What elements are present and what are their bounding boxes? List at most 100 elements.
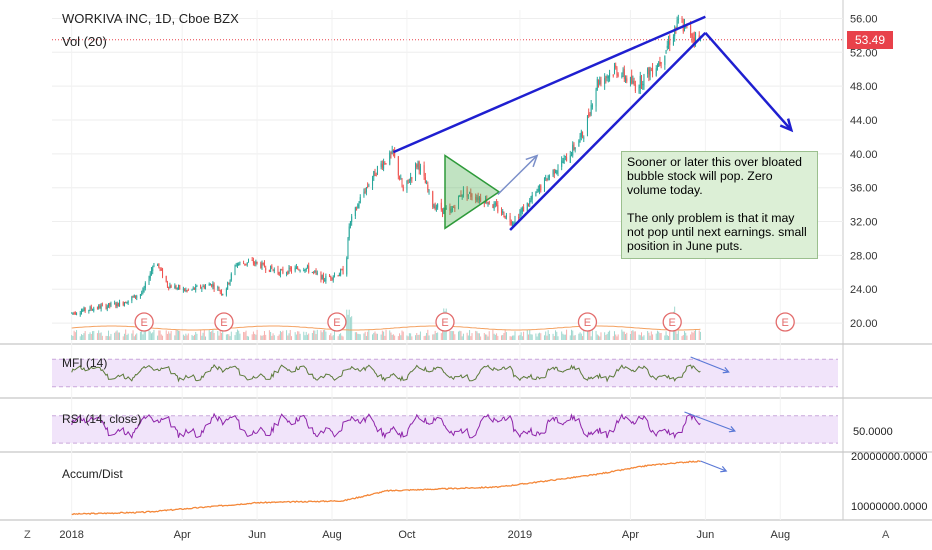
volume-bar: [545, 331, 547, 340]
volume-bar: [152, 332, 154, 340]
volume-bar: [540, 333, 542, 340]
candle-body: [440, 202, 442, 210]
candle-body: [384, 162, 386, 164]
candle-body: [125, 301, 127, 304]
volume-bar: [596, 334, 598, 340]
candle-body: [322, 274, 324, 281]
volume-bar: [392, 334, 394, 340]
volume-bar: [664, 335, 666, 340]
candle-body: [434, 205, 436, 210]
candle-body: [681, 17, 683, 23]
volume-bar: [179, 331, 181, 340]
volume-bar: [288, 333, 290, 340]
volume-bar: [428, 335, 430, 340]
candle-body: [494, 203, 496, 205]
volume-bar: [311, 332, 313, 340]
volume-bar: [660, 332, 662, 340]
candle-body: [359, 197, 361, 203]
candle-body: [286, 272, 288, 274]
volume-bar: [228, 334, 230, 340]
volume-bar: [372, 334, 374, 340]
volume-bar: [419, 331, 421, 340]
volume-bar: [682, 334, 684, 340]
volume-bar: [483, 332, 485, 340]
volume-bar: [590, 336, 592, 340]
candle-body: [150, 269, 152, 274]
volume-bar: [512, 335, 514, 340]
candle-body: [518, 216, 520, 219]
volume-bar: [623, 331, 625, 340]
candle-body: [133, 294, 135, 298]
projection-line: [704, 32, 793, 131]
volume-bar: [166, 333, 168, 340]
candle-body: [338, 274, 340, 277]
candle-body: [656, 66, 658, 68]
volume-bar: [634, 331, 636, 340]
candle-body: [590, 104, 592, 115]
volume-bar: [523, 331, 525, 340]
volume-bar: [297, 331, 299, 340]
volume-bar: [305, 331, 307, 340]
candle-body: [196, 286, 198, 288]
candle-body: [496, 202, 498, 206]
candle-body: [100, 305, 102, 309]
candle-body: [622, 70, 624, 74]
volume-bar: [494, 334, 496, 340]
volume-bar: [251, 334, 253, 340]
candle-body: [141, 293, 143, 295]
volume-bar: [320, 330, 322, 340]
volume-bar: [492, 329, 494, 340]
volume-bar: [570, 329, 572, 340]
volume-bar: [373, 332, 375, 340]
candle-body: [492, 205, 494, 208]
candle-body: [192, 287, 194, 289]
rsi-axis-tick: 50.0000: [853, 426, 893, 438]
candle-body: [505, 214, 507, 218]
candle-body: [467, 194, 469, 196]
volume-bar: [159, 330, 161, 340]
candle-body: [555, 172, 557, 174]
volume-bar: [185, 333, 187, 340]
candle-body: [225, 288, 227, 295]
volume-bar: [143, 331, 145, 340]
volume-bar: [598, 335, 600, 340]
candle-body: [537, 189, 539, 191]
timezone-toggle[interactable]: Z: [24, 529, 31, 541]
symbol-title: WORKIVA INC, 1D, Cboe BZX: [62, 11, 239, 26]
candle-body: [287, 271, 289, 274]
volume-bar: [695, 329, 697, 340]
candle-body: [245, 263, 247, 265]
candle-body: [570, 154, 572, 156]
volume-bar: [668, 336, 670, 340]
earnings-marker-label: E: [584, 317, 591, 329]
candle-body: [415, 164, 417, 178]
volume-bar: [397, 336, 399, 340]
volume-bar: [332, 335, 334, 340]
candle-body: [390, 152, 392, 154]
candle-body: [219, 290, 221, 292]
volume-bar: [245, 330, 247, 340]
candle-body: [519, 212, 521, 218]
candle-body: [652, 67, 654, 75]
volume-bar: [569, 335, 571, 340]
volume-bar: [165, 330, 167, 340]
candle-body: [642, 84, 644, 86]
candle-body: [497, 205, 499, 212]
candle-body: [200, 285, 202, 289]
candle-body: [435, 207, 437, 209]
auto-scale-toggle[interactable]: A: [882, 529, 890, 541]
earnings-marker-label: E: [669, 317, 676, 329]
volume-bar: [380, 334, 382, 340]
volume-bar: [270, 331, 272, 340]
volume-bar: [316, 329, 318, 340]
candle-body: [650, 70, 652, 72]
volume-bar: [572, 330, 574, 340]
volume-bar: [480, 336, 482, 340]
candle-body: [547, 176, 549, 180]
volume-bar: [324, 329, 326, 340]
candle-body: [428, 190, 430, 192]
candle-body: [83, 307, 85, 311]
candle-body: [160, 269, 162, 271]
candle-body: [126, 302, 128, 304]
volume-bar: [186, 335, 188, 340]
